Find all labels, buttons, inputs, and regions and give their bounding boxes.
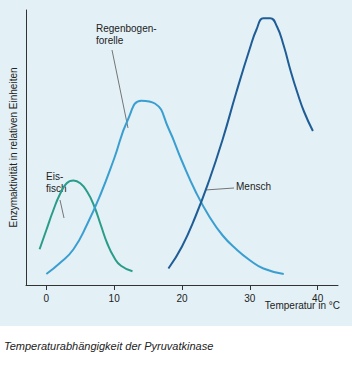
svg-text:Temperaturabhängigkeit der Pyr: Temperaturabhängigkeit der Pyruvatkinase [4, 340, 213, 352]
svg-text:40: 40 [312, 293, 324, 304]
svg-text:Eis-: Eis- [46, 171, 63, 182]
svg-text:0: 0 [44, 293, 50, 304]
svg-text:10: 10 [109, 293, 121, 304]
svg-text:Temperatur in °C: Temperatur in °C [265, 300, 340, 311]
svg-text:Enzymaktivität in relativen Ei: Enzymaktivität in relativen Einheiten [8, 67, 19, 227]
svg-text:Mensch: Mensch [236, 181, 271, 192]
svg-text:20: 20 [176, 293, 188, 304]
svg-text:Regenbogen-: Regenbogen- [96, 23, 157, 34]
svg-text:30: 30 [244, 293, 256, 304]
svg-text:forelle: forelle [96, 35, 124, 46]
svg-text:fisch: fisch [46, 182, 67, 194]
